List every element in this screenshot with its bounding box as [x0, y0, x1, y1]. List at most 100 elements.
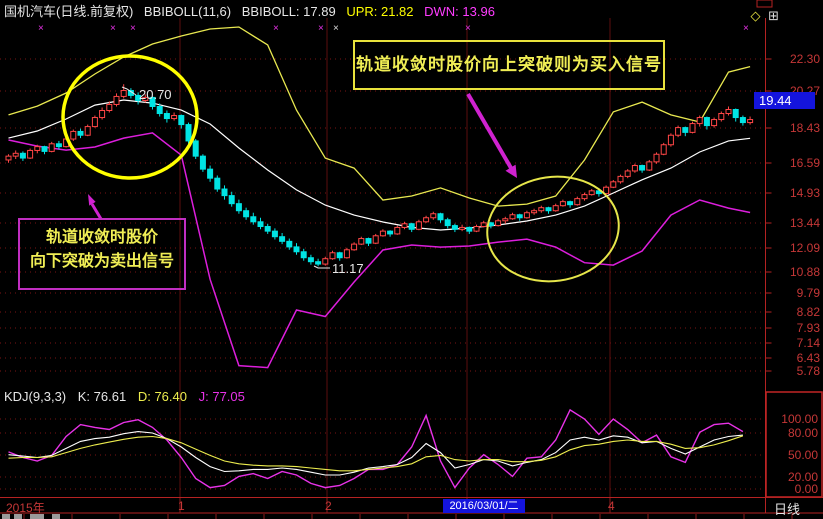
- trough-marker-arrow: [313, 265, 330, 269]
- corner-frame-fragment: [756, 0, 773, 8]
- candle-body: [703, 117, 710, 127]
- candle-body: [732, 109, 739, 119]
- candle-body: [567, 201, 574, 206]
- event-x-mark: ×: [318, 23, 324, 34]
- candle-body: [70, 130, 77, 140]
- grid-layout-icon[interactable]: ⊞: [768, 8, 779, 23]
- candle-body: [581, 194, 588, 200]
- candle-body: [459, 226, 466, 230]
- kdj-tick-label: 80.00: [787, 426, 818, 440]
- candle-body: [408, 223, 415, 230]
- candle-body: [682, 127, 689, 133]
- candle-body: [84, 126, 91, 136]
- price-tick-label: 8.82: [796, 305, 820, 319]
- candle-body: [365, 238, 372, 244]
- candle-body: [113, 95, 120, 105]
- candle-body: [415, 221, 422, 230]
- kdj-j-value: J: 77.05: [198, 389, 245, 404]
- candle-body: [293, 246, 300, 253]
- event-x-mark: ×: [110, 23, 116, 34]
- candle-body: [322, 258, 329, 265]
- candle-body: [358, 238, 365, 245]
- candle-body: [639, 165, 646, 171]
- price-tick-label: 5.78: [796, 364, 820, 378]
- event-x-mark: ×: [743, 23, 749, 34]
- candle-body: [351, 243, 358, 251]
- dwn-value: DWN: 13.96: [424, 4, 495, 19]
- candle-body: [747, 119, 754, 124]
- candle-body: [660, 144, 667, 155]
- candle-body: [444, 219, 451, 227]
- sell-zone-circle: [61, 54, 199, 180]
- kdj-indicator-name: KDJ(9,3,3): [4, 389, 67, 404]
- candle-body: [545, 207, 552, 212]
- diamond-icon[interactable]: ◇: [750, 8, 761, 23]
- x-label-month4: 4: [608, 499, 615, 513]
- upr-band-line: [8, 26, 751, 207]
- candle-body: [516, 214, 523, 219]
- candle-body: [214, 177, 221, 190]
- sell-arrow-head: [88, 194, 96, 206]
- clipped-text-fragment: [2, 514, 10, 519]
- candle-body: [372, 235, 379, 244]
- candle-body: [653, 153, 660, 163]
- price-tick-label: 22.30: [789, 52, 820, 66]
- bbi-line: [8, 99, 751, 231]
- candle-body: [27, 149, 34, 159]
- trough-price-marker: 11.17: [332, 261, 364, 276]
- candle-body: [509, 214, 516, 220]
- event-x-mark: ×: [38, 23, 44, 34]
- candle-body: [41, 146, 48, 152]
- candle-body: [77, 130, 84, 136]
- candle-body: [610, 181, 617, 188]
- price-tick-label: 6.43: [796, 351, 820, 365]
- price-tick-label: 12.09: [789, 241, 820, 255]
- price-tick-label: 7.93: [796, 321, 820, 335]
- buy-arrow-head: [505, 164, 517, 178]
- price-tick-label: 7.14: [796, 336, 820, 350]
- candle-body: [523, 212, 530, 219]
- clipped-text-fragment: [30, 514, 44, 519]
- candle-body: [725, 109, 732, 115]
- candle-body: [250, 216, 257, 223]
- candle-body: [156, 105, 163, 115]
- sell-arrow: [90, 203, 103, 220]
- buy-signal-annotation: 轨道收敛时股价向上突破则为买入信号: [353, 40, 665, 90]
- price-tick-label: 16.59: [789, 156, 820, 170]
- bbiboll-value: BBIBOLL: 17.89: [241, 4, 336, 19]
- sell-annotation-line1: 轨道收敛时股价: [45, 229, 158, 246]
- candle-body: [286, 240, 293, 248]
- price-tick-label: 14.93: [789, 186, 820, 200]
- x-label-month2: 2: [325, 499, 332, 513]
- candle-body: [192, 140, 199, 157]
- candle-body: [199, 155, 206, 170]
- candle-body: [617, 175, 624, 183]
- x-label-year: 2015年: [6, 501, 45, 515]
- period-selector[interactable]: 日线: [774, 502, 801, 517]
- candle-body: [430, 213, 437, 219]
- peak-price-marker: 20.70: [139, 87, 172, 102]
- candle-body: [588, 190, 595, 196]
- candle-body: [271, 230, 278, 238]
- candle-body: [401, 223, 408, 228]
- candle-body: [667, 134, 674, 146]
- cursor-date-badge: 2016/03/01/二: [443, 499, 525, 513]
- candle-body: [5, 155, 12, 161]
- price-tick-label: 9.79: [796, 286, 820, 300]
- candle-body: [696, 117, 703, 125]
- kdj-k-value: K: 76.61: [77, 389, 127, 404]
- event-x-mark: ×: [130, 23, 136, 34]
- candle-body: [379, 230, 386, 237]
- candle-body: [106, 103, 113, 112]
- candle-body: [12, 152, 19, 157]
- candle-body: [473, 226, 480, 232]
- candle-body: [689, 123, 696, 133]
- candle-body: [711, 119, 718, 127]
- kdj-line: [8, 408, 744, 489]
- peak-marker-arrow: [121, 86, 137, 96]
- candle-body: [55, 143, 62, 148]
- kdj-line: [8, 431, 743, 476]
- candle-body: [559, 201, 566, 207]
- candle-body: [99, 110, 106, 119]
